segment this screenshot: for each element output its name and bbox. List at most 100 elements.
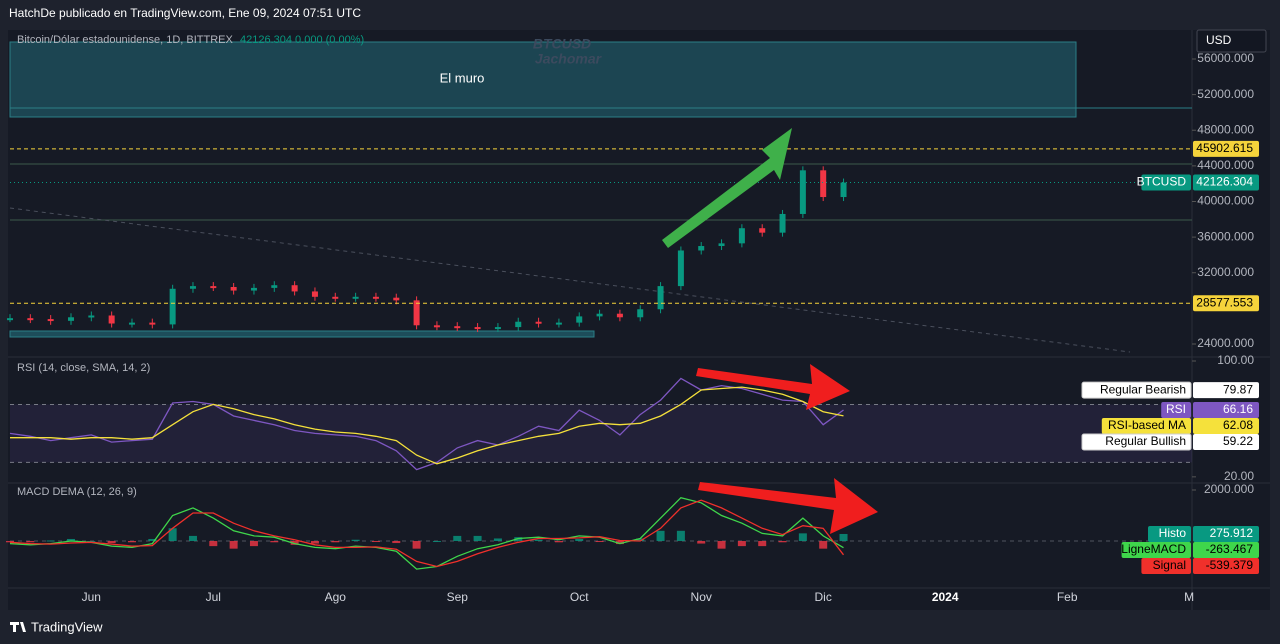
candle [169, 288, 176, 325]
candle [47, 319, 54, 322]
candle [515, 321, 522, 328]
histogram-bar [575, 538, 584, 542]
name-tag-label: Regular Bullish [1105, 434, 1186, 448]
candle [596, 313, 603, 317]
value-tag [1193, 382, 1259, 399]
candle [637, 309, 644, 318]
name-tag [1081, 433, 1192, 451]
x-tick-label: Jul [206, 590, 221, 604]
value-tag [1193, 557, 1259, 574]
value-tag-label: 42126.304 [1196, 175, 1253, 189]
candle [67, 317, 74, 321]
y-tick-label: 44000.000 [1197, 158, 1254, 172]
rsi-title: RSI (14, close, SMA, 14, 2) [17, 362, 150, 374]
candle [474, 327, 481, 330]
x-tick-label: Oct [570, 590, 589, 604]
candle [535, 321, 542, 324]
name-tag-label: Regular Bearish [1100, 382, 1186, 396]
histogram-bar [392, 541, 401, 544]
name-tag-label: RSI-based MA [1108, 418, 1186, 432]
value-tag [1193, 541, 1259, 558]
y-tick-label: 40000.000 [1197, 194, 1254, 208]
candle [291, 285, 298, 292]
histogram-bar [737, 541, 746, 547]
histogram-bar [270, 541, 279, 543]
y-tick-label: 56000.000 [1197, 51, 1254, 65]
candle [576, 316, 583, 323]
histogram-bar [798, 533, 807, 542]
value-tag-label: 66.16 [1223, 402, 1253, 416]
candle [149, 322, 156, 325]
value-tag [1193, 140, 1259, 157]
arrow [696, 364, 850, 410]
histogram-bar [168, 528, 177, 542]
name-tag-label: Signal [1153, 558, 1186, 572]
header: HatchDe publicado en TradingView.com, En… [9, 6, 361, 20]
x-tick-label: Sep [447, 590, 469, 604]
histogram-bar [676, 530, 685, 542]
currency-button[interactable] [1196, 29, 1267, 53]
x-tick-label: Feb [1057, 590, 1078, 604]
histogram-bar [615, 541, 624, 545]
rsi-band [10, 404, 1192, 463]
value-tag-label: 275.912 [1210, 526, 1254, 540]
name-tag [1141, 174, 1191, 191]
name-tag [1148, 525, 1191, 542]
y-tick-label: 2000.000 [1204, 482, 1254, 496]
logo [10, 622, 26, 632]
name-tag-label: RSI [1166, 402, 1186, 416]
name-tag-label: BTCUSD [1137, 175, 1187, 189]
candle [840, 182, 847, 198]
footer-brand: TradingView [31, 619, 103, 634]
x-tick-label: M [1184, 590, 1194, 604]
histogram-bar [717, 541, 726, 549]
value-tag [1193, 295, 1259, 312]
candle [393, 297, 400, 301]
support-zone [9, 330, 595, 338]
histogram-bar [819, 541, 828, 549]
histogram-bar [697, 541, 706, 544]
candle [108, 315, 115, 324]
watermark: BTCUSD [533, 36, 591, 52]
candle [88, 315, 95, 318]
price-title: Bitcoin/Dólar estadounidense, 1D, BITTRE… [17, 34, 233, 46]
macd-title: MACD DEMA (12, 26, 9) [17, 486, 137, 498]
histogram-bar [310, 541, 319, 544]
candle [759, 228, 766, 233]
value-tag [1193, 434, 1259, 451]
candle [250, 287, 257, 291]
histogram-bar [473, 535, 482, 542]
candle [128, 322, 135, 325]
histogram-bar [351, 539, 360, 542]
histogram-bar [249, 541, 258, 547]
value-tag-label: 28577.553 [1196, 295, 1253, 309]
histogram-bar [127, 541, 136, 543]
histogram-bar [148, 538, 157, 542]
currency-label[interactable]: USD [1206, 33, 1232, 47]
x-tick-label: Dic [815, 590, 832, 604]
histogram-bar [432, 541, 441, 543]
value-tag-label: 62.08 [1223, 418, 1253, 432]
series-line [9, 496, 844, 570]
histogram-bar [26, 541, 35, 543]
candle [352, 296, 359, 299]
histogram-bar [209, 541, 218, 547]
candle [657, 286, 664, 310]
name-tag [1141, 557, 1191, 574]
series-line [9, 499, 845, 568]
histogram-bar [331, 541, 340, 543]
candle [616, 313, 623, 318]
histogram-bar [595, 541, 604, 543]
name-tag-label: LigneMACD [1121, 542, 1186, 556]
candle [779, 213, 786, 233]
name-tag [1121, 541, 1191, 558]
x-tick-label: Jun [82, 590, 101, 604]
value-tag-label: 59.22 [1223, 434, 1253, 448]
histogram-bar [229, 541, 238, 549]
candle [494, 327, 501, 330]
y-tick-label: 52000.000 [1197, 87, 1254, 101]
y-tick-label: 48000.000 [1197, 122, 1254, 136]
annotation: El muro [440, 70, 485, 85]
histogram-bar [554, 541, 563, 543]
